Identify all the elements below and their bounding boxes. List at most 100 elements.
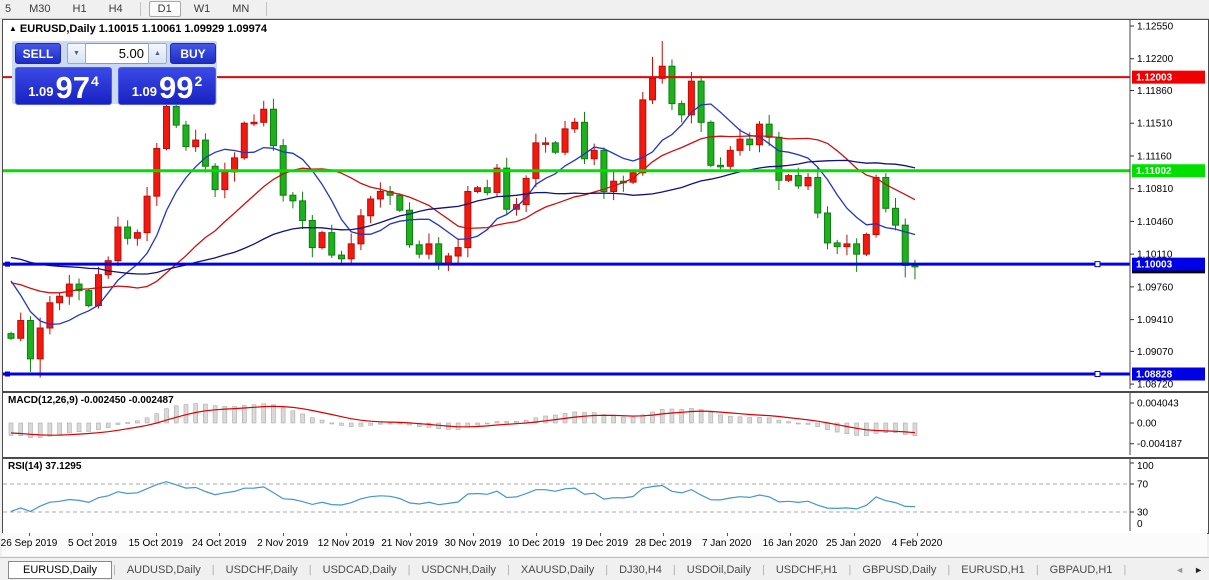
- macd-bar: [37, 422, 43, 438]
- candle-down: [717, 164, 725, 168]
- sell-button[interactable]: SELL: [15, 43, 61, 64]
- macd-bar: [757, 417, 762, 424]
- price-tick-label: 1.11510: [1137, 119, 1173, 130]
- macd-panel[interactable]: MACD(12,26,9) -0.002450 -0.002487 0.0040…: [2, 392, 1209, 458]
- candle-up: [590, 149, 598, 160]
- timeframe-button-d1[interactable]: D1: [148, 1, 181, 17]
- buy-button[interactable]: BUY: [170, 43, 216, 64]
- candle-down: [678, 103, 686, 116]
- price-tick-label: 1.08720: [1137, 380, 1174, 389]
- tab-separator: |: [407, 563, 411, 576]
- tab-separator: |: [605, 563, 609, 576]
- candle-down: [697, 80, 705, 123]
- candle-up: [804, 176, 812, 187]
- macd-bar: [747, 417, 753, 424]
- macd-bar: [873, 422, 879, 434]
- date-label: 12 Nov 2019: [317, 538, 375, 549]
- candle-up: [862, 234, 870, 255]
- main-chart-canvas[interactable]: 1.099741.120031.110021.100031.088281.125…: [3, 20, 1206, 389]
- macd-bar: [601, 414, 607, 424]
- tab-gbpusd-daily[interactable]: GBPUSD,Daily: [862, 563, 937, 576]
- candle-down: [211, 165, 219, 191]
- tab-xauusd-daily[interactable]: XAUUSD,Daily: [520, 563, 595, 576]
- tab-scroll-right-icon[interactable]: ►: [1194, 564, 1203, 575]
- buy-price-prefix: 1.09: [131, 84, 158, 99]
- timeframe-button-w1[interactable]: W1: [193, 3, 211, 15]
- candle-down: [172, 105, 180, 126]
- level-label-text: 1.08828: [1136, 370, 1173, 381]
- macd-bar: [902, 422, 908, 435]
- candle-down: [328, 232, 336, 256]
- macd-bar: [358, 422, 364, 427]
- date-tick: [409, 533, 411, 536]
- macd-tick-label: 0.00: [1137, 419, 1157, 430]
- hline-anchor-right[interactable]: [1094, 371, 1101, 378]
- date-label: 25 Jan 2020: [826, 538, 882, 549]
- rsi-canvas[interactable]: 100 70 300: [3, 459, 1206, 531]
- date-tick: [92, 533, 94, 536]
- tab-eurusd-h1[interactable]: EURUSD,H1: [961, 563, 1025, 576]
- hline-anchor-left[interactable]: [5, 261, 10, 267]
- tab-gbpaud-h1[interactable]: GBPAUD,H1: [1049, 563, 1113, 576]
- volume-increase-button[interactable]: ▲: [148, 43, 167, 64]
- macd-bar: [912, 422, 918, 437]
- tab-separator: |: [761, 563, 765, 576]
- macd-bar: [854, 422, 859, 436]
- candle-up: [872, 176, 880, 236]
- sell-price-pip: 4: [91, 73, 99, 89]
- macd-bar: [251, 404, 257, 424]
- volume-decrease-button[interactable]: ▼: [67, 43, 86, 64]
- candle-up: [522, 177, 530, 206]
- candle-up: [192, 139, 200, 148]
- rsi-panel[interactable]: RSI(14) 37.1295 100 70 30 0: [2, 458, 1209, 534]
- date-label: 19 Dec 2019: [571, 538, 629, 549]
- candle-down: [814, 176, 822, 214]
- date-label: 21 Nov 2019: [381, 538, 438, 549]
- candle-down: [775, 136, 783, 181]
- timeframe-button-5[interactable]: 5: [5, 3, 12, 15]
- chevron-up-icon: ▲: [154, 50, 161, 57]
- buy-price-box[interactable]: 1.09 99 2: [118, 67, 216, 105]
- date-tick: [599, 533, 601, 536]
- hline-anchor-right[interactable]: [1094, 261, 1101, 268]
- tab-dj30-h4[interactable]: DJ30,H4: [619, 563, 662, 576]
- timeframe-button-h4[interactable]: H4: [108, 3, 123, 15]
- timeframe-button-mn[interactable]: MN: [232, 3, 250, 15]
- price-tick-label: 1.09070: [1137, 347, 1174, 358]
- timeframe-button-h1[interactable]: H1: [72, 3, 87, 15]
- macd-bar: [689, 408, 694, 424]
- sell-price-box[interactable]: 1.09 97 4: [15, 67, 112, 105]
- macd-bar: [786, 421, 791, 424]
- tab-eurusd-daily[interactable]: EURUSD,Daily: [8, 560, 112, 579]
- tab-usdchf-daily[interactable]: USDCHF,Daily: [225, 563, 298, 576]
- main-chart-panel[interactable]: ▲ EURUSD,Daily 1.10015 1.10061 1.09929 1.…: [2, 19, 1209, 392]
- candle-up: [454, 247, 462, 257]
- timeframe-button-m30[interactable]: M30: [29, 3, 51, 15]
- tab-scroll-left-icon[interactable]: ◄: [1175, 564, 1185, 575]
- tab-usdchf-h1[interactable]: USDCHF,H1: [775, 563, 838, 576]
- macd-bar: [844, 422, 850, 435]
- volume-input[interactable]: [86, 43, 148, 64]
- candle-up: [17, 320, 25, 339]
- macd-bar: [348, 422, 354, 427]
- candle-up: [65, 283, 73, 297]
- candle-up: [104, 260, 112, 276]
- date-label: 30 Nov 2019: [444, 538, 502, 549]
- tab-usdoil-daily[interactable]: USDOil,Daily: [686, 563, 751, 576]
- candle-up: [56, 295, 64, 304]
- date-tick: [726, 533, 728, 536]
- tab-usdcnh-daily[interactable]: USDCNH,Daily: [421, 563, 497, 576]
- candle-down: [892, 207, 900, 226]
- macd-bar: [212, 405, 218, 424]
- tab-usdcad-daily[interactable]: USDCAD,Daily: [322, 563, 397, 576]
- candle-up: [464, 190, 472, 249]
- macd-bar: [144, 417, 150, 424]
- macd-bar: [378, 422, 383, 425]
- macd-canvas[interactable]: 0.004043 0.00 -0.004187: [3, 393, 1206, 455]
- hline-anchor-left[interactable]: [5, 371, 10, 377]
- candle-up: [425, 243, 433, 255]
- tab-audusd-daily[interactable]: AUDUSD,Daily: [126, 563, 201, 576]
- macd-bar: [514, 421, 519, 424]
- date-axis[interactable]: 26 Sep 2019 5 Oct 2019 15 Oct 2019 24 Oct 2…: [1, 533, 1207, 556]
